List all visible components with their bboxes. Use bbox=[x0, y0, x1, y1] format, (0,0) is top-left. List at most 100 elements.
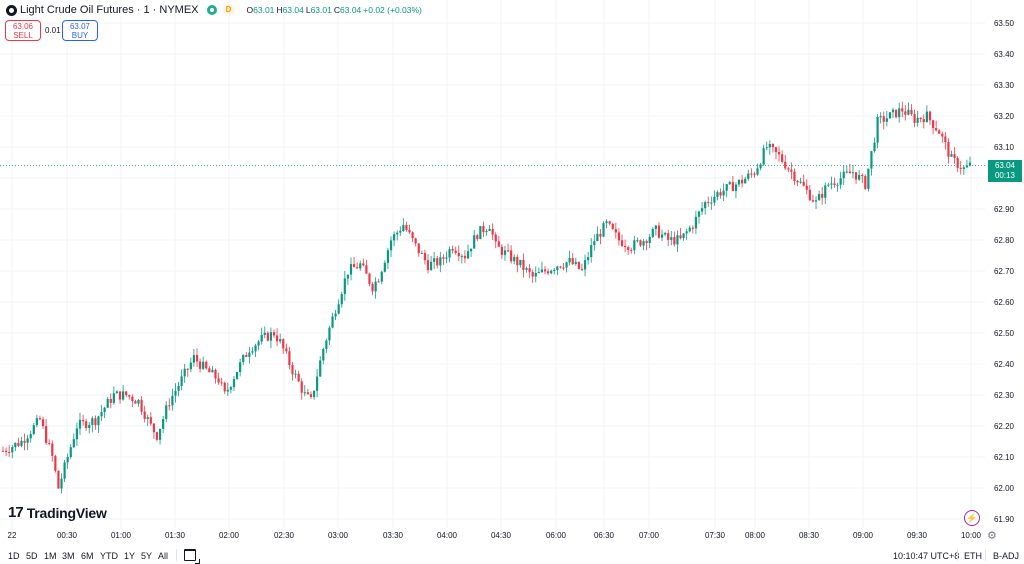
range-5y[interactable]: 5Y bbox=[141, 551, 153, 561]
candle-body bbox=[694, 216, 698, 229]
candle-body bbox=[787, 168, 790, 170]
candle-body bbox=[968, 162, 972, 166]
chart-area[interactable] bbox=[0, 0, 986, 528]
range-1y[interactable]: 1Y bbox=[124, 551, 136, 561]
x-tick-label: 03:00 bbox=[328, 531, 349, 540]
clock-time[interactable]: 10:10:47 UTC+8 bbox=[893, 551, 960, 561]
settings-gear-icon[interactable]: ⚙ bbox=[987, 530, 997, 542]
toolbar-divider bbox=[957, 549, 958, 561]
candle-body bbox=[799, 181, 802, 183]
candle-body bbox=[876, 117, 879, 143]
symbol-title[interactable]: Light Crude Oil Futures · 1 · NYMEX bbox=[20, 4, 199, 16]
candle-body bbox=[168, 405, 171, 407]
candle-body bbox=[741, 179, 744, 184]
candle-body bbox=[941, 133, 944, 137]
candle-body bbox=[919, 117, 922, 120]
candle-body bbox=[657, 225, 661, 238]
market-open-icon bbox=[206, 5, 217, 15]
candle-body bbox=[910, 109, 913, 115]
candle-body bbox=[651, 228, 654, 237]
candle-body bbox=[137, 399, 140, 404]
candle-body bbox=[269, 332, 273, 341]
candle-body bbox=[839, 178, 842, 185]
candle-body bbox=[913, 114, 916, 123]
y-tick-label: 62.10 bbox=[994, 453, 1015, 462]
candle-body bbox=[362, 263, 365, 266]
candle-body bbox=[405, 224, 408, 230]
candle-body bbox=[950, 154, 953, 157]
candle-body bbox=[14, 442, 17, 448]
candle-body bbox=[109, 398, 112, 403]
candle-body bbox=[774, 147, 778, 153]
candle-body bbox=[916, 117, 919, 123]
delayed-badge[interactable]: D bbox=[222, 4, 235, 16]
range-6m[interactable]: 6M bbox=[81, 551, 94, 561]
range-1m[interactable]: 1M bbox=[44, 551, 57, 561]
range-all[interactable]: All bbox=[158, 551, 169, 561]
candle-body bbox=[713, 196, 716, 203]
candle-body bbox=[266, 332, 269, 341]
go-to-date-icon[interactable] bbox=[184, 549, 200, 564]
candle-body bbox=[931, 120, 935, 129]
sell-button[interactable]: 63.06 SELL bbox=[5, 20, 41, 41]
candle-body bbox=[756, 168, 759, 175]
buy-button[interactable]: 63.07 BUY bbox=[62, 20, 98, 41]
sell-label: SELL bbox=[13, 31, 33, 40]
candle-body bbox=[793, 171, 796, 182]
candle-body bbox=[285, 348, 288, 352]
x-tick-label: 07:30 bbox=[705, 531, 726, 540]
session-toggle[interactable]: ETH bbox=[964, 551, 982, 561]
candle-body bbox=[642, 241, 645, 246]
range-5d[interactable]: 5D bbox=[26, 551, 38, 561]
candle-body bbox=[833, 183, 836, 186]
candle-body bbox=[546, 271, 550, 274]
candle-body bbox=[325, 340, 328, 349]
candle-body bbox=[848, 171, 851, 174]
candle-body bbox=[263, 332, 266, 336]
candle-body bbox=[54, 455, 57, 471]
candle-body bbox=[639, 240, 642, 246]
candle-body bbox=[710, 202, 713, 204]
candle-body bbox=[845, 171, 848, 173]
candle-body bbox=[925, 111, 928, 123]
symbol-icon bbox=[6, 4, 17, 16]
candle-body bbox=[540, 269, 544, 273]
candle-body bbox=[620, 240, 624, 246]
candle-body bbox=[174, 390, 177, 396]
x-tick-label: 22 bbox=[8, 531, 17, 540]
candle-body bbox=[377, 281, 380, 283]
candle-body bbox=[466, 251, 470, 259]
adjustment-toggle[interactable]: B-ADJ bbox=[993, 551, 1020, 561]
candle-body bbox=[537, 272, 540, 274]
candle-body bbox=[534, 272, 537, 277]
range-3m[interactable]: 3M bbox=[62, 551, 75, 561]
candle-body bbox=[768, 144, 771, 148]
low-key: L bbox=[305, 5, 311, 15]
candle-body bbox=[870, 151, 873, 169]
lightning-icon[interactable]: ⚡ bbox=[964, 510, 980, 526]
candle-body bbox=[630, 250, 633, 252]
candle-body bbox=[359, 263, 362, 269]
y-tick-label: 63.30 bbox=[994, 81, 1015, 90]
candle-body bbox=[81, 419, 85, 422]
range-ytd[interactable]: YTD bbox=[100, 551, 118, 561]
range-1d[interactable]: 1D bbox=[8, 551, 20, 561]
candle-body bbox=[389, 240, 393, 251]
candle-body bbox=[143, 411, 146, 419]
candle-body bbox=[214, 369, 217, 379]
candle-body bbox=[891, 109, 895, 113]
candle-body bbox=[94, 418, 97, 426]
tradingview-logo[interactable]: 17 TradingView bbox=[8, 504, 107, 521]
x-tick-label: 04:30 bbox=[491, 531, 512, 540]
y-tick-label: 62.50 bbox=[994, 329, 1015, 338]
candle-body bbox=[611, 223, 614, 229]
candle-body bbox=[343, 278, 346, 295]
candle-body bbox=[494, 234, 497, 242]
candle-body bbox=[574, 261, 577, 265]
candle-body bbox=[371, 283, 374, 292]
x-tick-label: 01:30 bbox=[165, 531, 186, 540]
candle-body bbox=[654, 225, 657, 229]
candle-body bbox=[808, 189, 811, 201]
candle-body bbox=[790, 169, 793, 172]
